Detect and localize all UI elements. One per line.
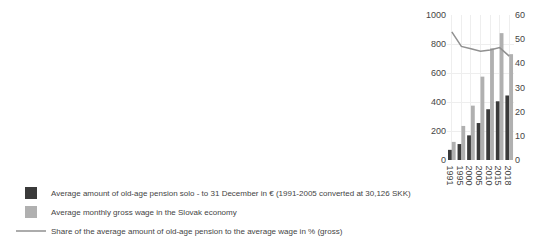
svg-text:20: 20 xyxy=(515,107,525,117)
svg-text:Average amount of old-age pens: Average amount of old-age pension solo -… xyxy=(51,189,411,198)
svg-text:0: 0 xyxy=(441,155,446,165)
svg-text:800: 800 xyxy=(431,39,446,49)
svg-text:2010: 2010 xyxy=(484,166,494,186)
svg-text:50: 50 xyxy=(515,34,525,44)
svg-text:2018: 2018 xyxy=(503,166,513,186)
svg-text:Share of the average amount of: Share of the average amount of old-age p… xyxy=(51,227,343,236)
svg-text:1991: 1991 xyxy=(445,166,455,186)
svg-text:10: 10 xyxy=(515,131,525,141)
svg-text:60: 60 xyxy=(515,10,525,20)
svg-text:2015: 2015 xyxy=(493,166,503,186)
svg-text:0: 0 xyxy=(515,155,520,165)
svg-text:2000: 2000 xyxy=(464,166,474,186)
svg-text:40: 40 xyxy=(515,58,525,68)
svg-text:1000: 1000 xyxy=(426,10,446,20)
svg-text:Average monthly gross wage in: Average monthly gross wage in the Slovak… xyxy=(51,208,237,217)
svg-text:200: 200 xyxy=(431,126,446,136)
svg-text:30: 30 xyxy=(515,83,525,93)
svg-text:2005: 2005 xyxy=(474,166,484,186)
svg-text:1995: 1995 xyxy=(455,166,465,186)
svg-text:600: 600 xyxy=(431,68,446,78)
svg-text:400: 400 xyxy=(431,97,446,107)
